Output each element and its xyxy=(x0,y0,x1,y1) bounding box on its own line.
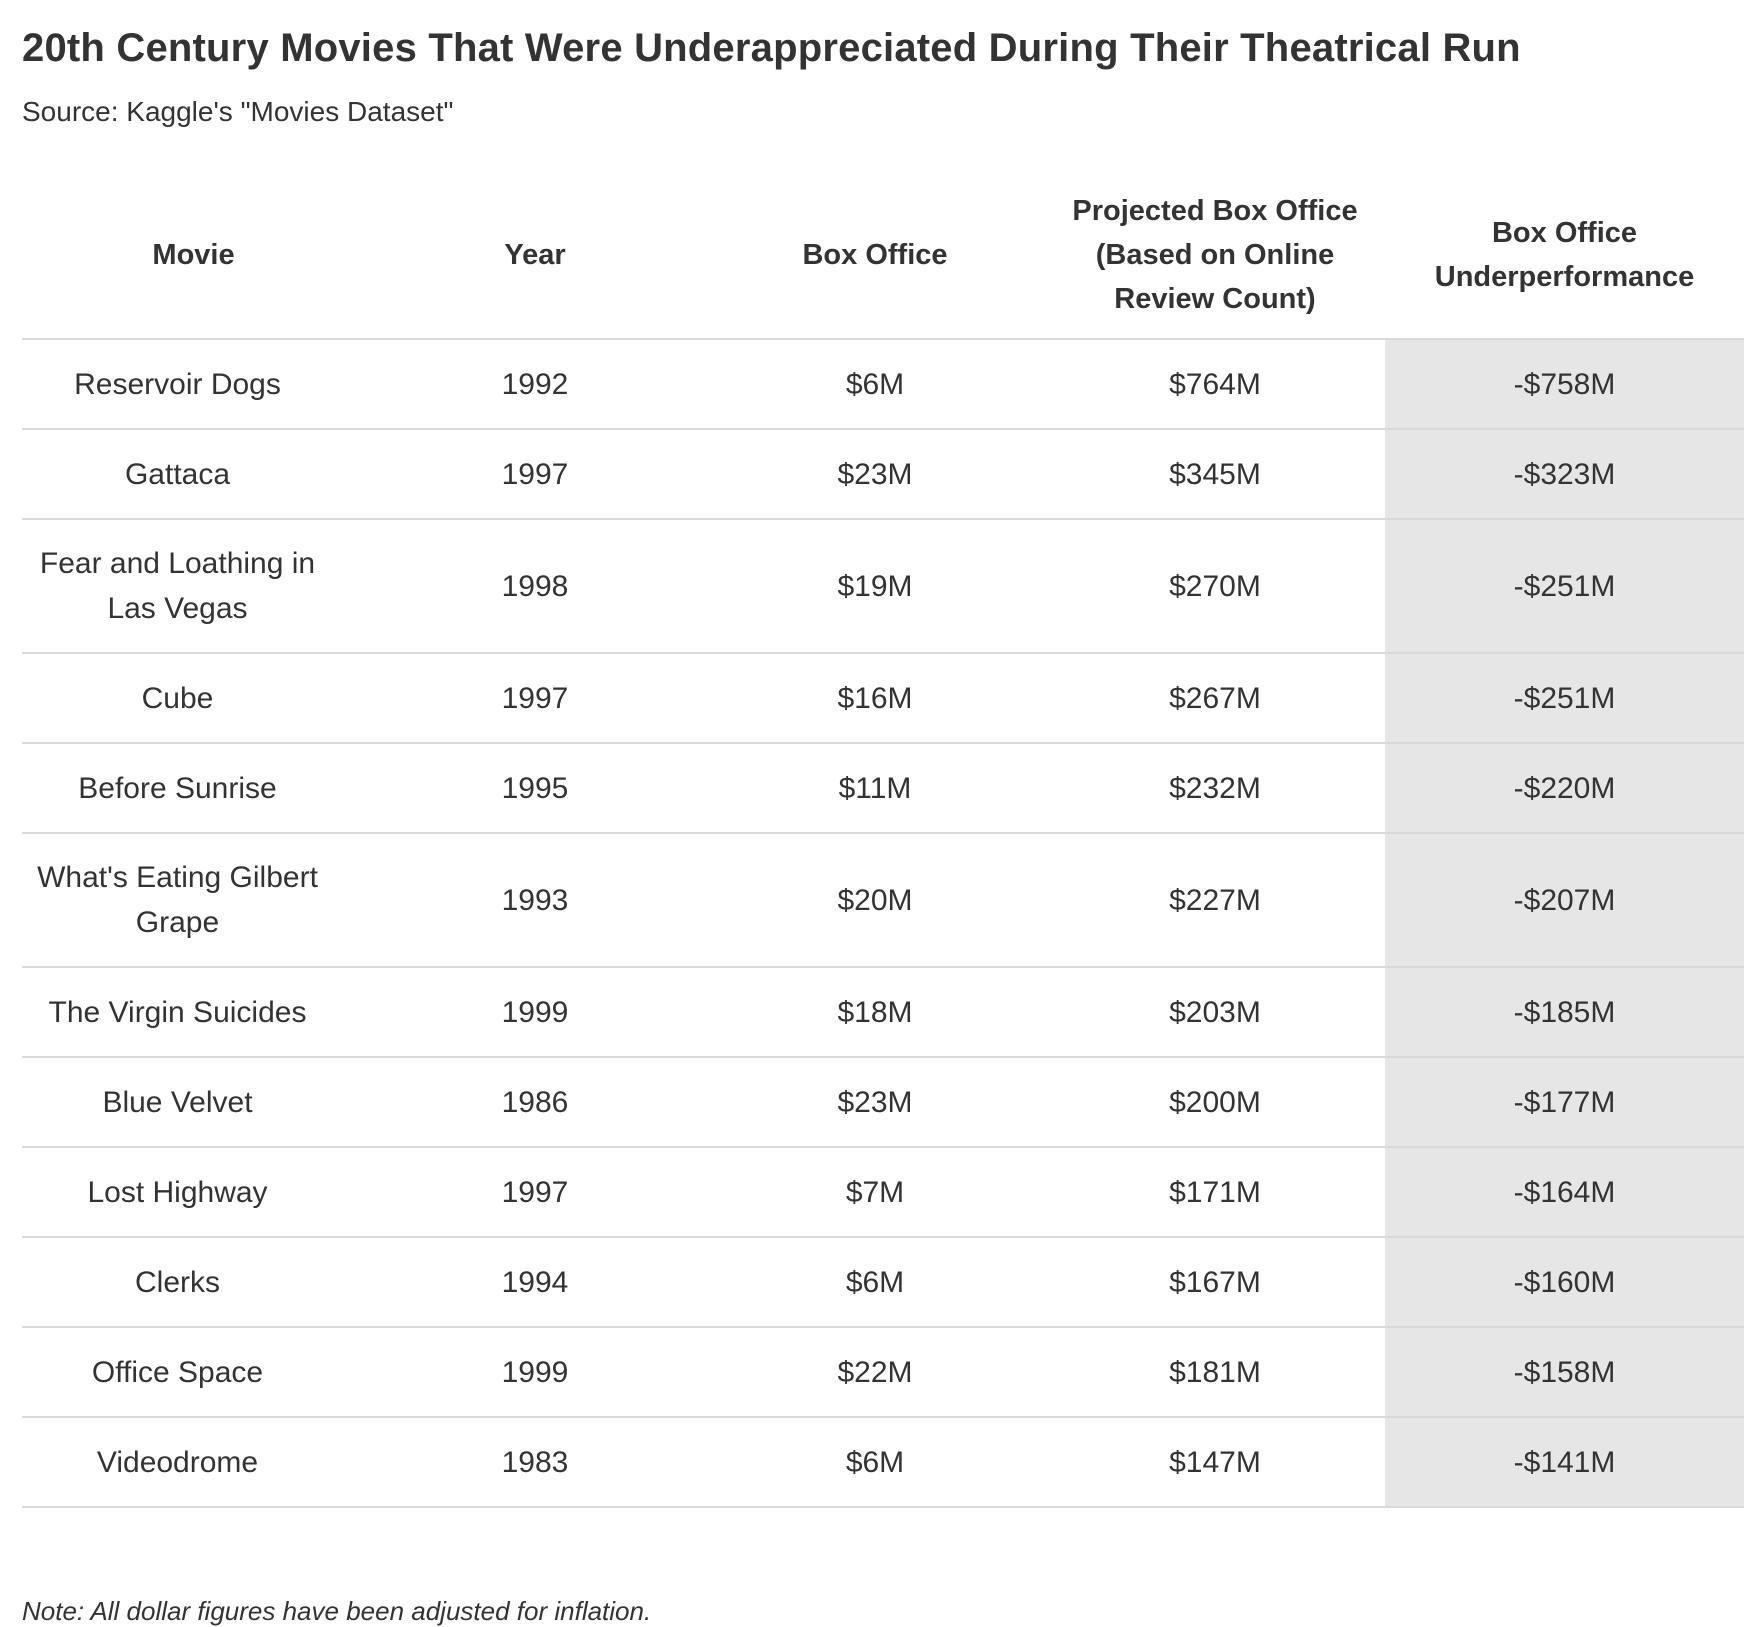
cell-movie: Videodrome xyxy=(22,1417,365,1508)
table-row: Videodrome 1983 $6M $147M -$141M xyxy=(22,1417,1744,1508)
cell-projected: $270M xyxy=(1045,519,1385,654)
column-header-projected-box-office: Projected Box Office (Based on Online Re… xyxy=(1045,172,1385,340)
cell-box-office: $16M xyxy=(705,653,1045,744)
table-row: Reservoir Dogs 1992 $6M $764M -$758M xyxy=(22,339,1744,430)
cell-year: 1997 xyxy=(365,653,705,744)
cell-underperformance: -$177M xyxy=(1385,1057,1744,1148)
table-row: Cube 1997 $16M $267M -$251M xyxy=(22,653,1744,744)
cell-movie: Before Sunrise xyxy=(22,743,365,834)
cell-box-office: $7M xyxy=(705,1147,1045,1238)
cell-projected: $203M xyxy=(1045,967,1385,1058)
movies-table: Movie Year Box Office Projected Box Offi… xyxy=(22,172,1744,1508)
cell-box-office: $19M xyxy=(705,519,1045,654)
cell-movie: Blue Velvet xyxy=(22,1057,365,1148)
cell-movie: Lost Highway xyxy=(22,1147,365,1238)
cell-underperformance: -$207M xyxy=(1385,833,1744,968)
cell-projected: $345M xyxy=(1045,429,1385,520)
cell-movie: Cube xyxy=(22,653,365,744)
cell-movie: Gattaca xyxy=(22,429,365,520)
cell-projected: $147M xyxy=(1045,1417,1385,1508)
table-row: Office Space 1999 $22M $181M -$158M xyxy=(22,1327,1744,1418)
table-body: Reservoir Dogs 1992 $6M $764M -$758M Gattaca 1… xyxy=(22,339,1744,1508)
cell-movie: Fear and Loathing in Las Vegas xyxy=(22,519,365,654)
cell-box-office: $6M xyxy=(705,1237,1045,1328)
cell-movie: Clerks xyxy=(22,1237,365,1328)
column-header-box-office: Box Office xyxy=(705,172,1045,340)
table-row: Clerks 1994 $6M $167M -$160M xyxy=(22,1237,1744,1328)
cell-box-office: $18M xyxy=(705,967,1045,1058)
cell-underperformance: -$323M xyxy=(1385,429,1744,520)
cell-underperformance: -$758M xyxy=(1385,339,1744,430)
cell-underperformance: -$251M xyxy=(1385,653,1744,744)
cell-projected: $267M xyxy=(1045,653,1385,744)
cell-year: 1992 xyxy=(365,339,705,430)
cell-box-office: $6M xyxy=(705,339,1045,430)
cell-year: 1995 xyxy=(365,743,705,834)
table-row: Before Sunrise 1995 $11M $232M -$220M xyxy=(22,743,1744,834)
cell-underperformance: -$141M xyxy=(1385,1417,1744,1508)
column-header-underperformance: Box Office Underperformance xyxy=(1385,172,1744,340)
footnote: Note: All dollar figures have been adjus… xyxy=(22,1596,652,1626)
column-header-year: Year xyxy=(365,172,705,340)
cell-year: 1999 xyxy=(365,1327,705,1418)
cell-projected: $167M xyxy=(1045,1237,1385,1328)
cell-projected: $764M xyxy=(1045,339,1385,430)
chart-subtitle: Source: Kaggle's "Movies Dataset" xyxy=(22,96,454,127)
cell-projected: $227M xyxy=(1045,833,1385,968)
cell-underperformance: -$220M xyxy=(1385,743,1744,834)
cell-underperformance: -$185M xyxy=(1385,967,1744,1058)
cell-year: 1999 xyxy=(365,967,705,1058)
cell-projected: $200M xyxy=(1045,1057,1385,1148)
cell-box-office: $20M xyxy=(705,833,1045,968)
cell-projected: $171M xyxy=(1045,1147,1385,1238)
cell-year: 1997 xyxy=(365,429,705,520)
cell-projected: $181M xyxy=(1045,1327,1385,1418)
cell-movie: Office Space xyxy=(22,1327,365,1418)
table-row: Lost Highway 1997 $7M $171M -$164M xyxy=(22,1147,1744,1238)
table-row: What's Eating Gilbert Grape 1993 $20M $227M… xyxy=(22,833,1744,968)
cell-box-office: $22M xyxy=(705,1327,1045,1418)
cell-year: 1983 xyxy=(365,1417,705,1508)
cell-underperformance: -$251M xyxy=(1385,519,1744,654)
chart-title: 20th Century Movies That Were Underappre… xyxy=(22,26,1521,70)
cell-movie: Reservoir Dogs xyxy=(22,339,365,430)
cell-box-office: $6M xyxy=(705,1417,1045,1508)
cell-box-office: $11M xyxy=(705,743,1045,834)
table-row: The Virgin Suicides 1999 $18M $203M -$185M xyxy=(22,967,1744,1058)
cell-projected: $232M xyxy=(1045,743,1385,834)
cell-box-office: $23M xyxy=(705,429,1045,520)
table-row: Gattaca 1997 $23M $345M -$323M xyxy=(22,429,1744,520)
cell-underperformance: -$158M xyxy=(1385,1327,1744,1418)
cell-year: 1997 xyxy=(365,1147,705,1238)
table-header: Movie Year Box Office Projected Box Offi… xyxy=(22,172,1744,340)
table-row: Fear and Loathing in Las Vegas 1998 $19M $2… xyxy=(22,519,1744,654)
cell-box-office: $23M xyxy=(705,1057,1045,1148)
cell-year: 1986 xyxy=(365,1057,705,1148)
cell-year: 1994 xyxy=(365,1237,705,1328)
cell-movie: What's Eating Gilbert Grape xyxy=(22,833,365,968)
cell-year: 1993 xyxy=(365,833,705,968)
cell-year: 1998 xyxy=(365,519,705,654)
cell-underperformance: -$160M xyxy=(1385,1237,1744,1328)
column-header-movie: Movie xyxy=(22,172,365,340)
cell-underperformance: -$164M xyxy=(1385,1147,1744,1238)
cell-movie: The Virgin Suicides xyxy=(22,967,365,1058)
header-row: Movie Year Box Office Projected Box Offi… xyxy=(22,172,1744,340)
table-row: Blue Velvet 1986 $23M $200M -$177M xyxy=(22,1057,1744,1148)
